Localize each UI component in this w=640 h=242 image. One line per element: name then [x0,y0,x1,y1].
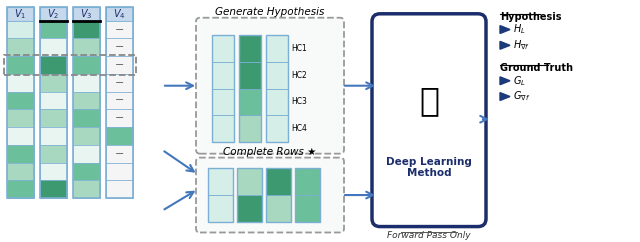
Text: HC2: HC2 [291,71,307,80]
Polygon shape [500,41,510,49]
Text: −: − [115,60,124,70]
Text: $V_1$: $V_1$ [14,7,27,21]
FancyBboxPatch shape [266,89,288,115]
FancyBboxPatch shape [106,145,133,163]
FancyBboxPatch shape [106,56,133,74]
FancyBboxPatch shape [40,92,67,109]
FancyBboxPatch shape [106,109,133,127]
FancyBboxPatch shape [106,180,133,198]
FancyBboxPatch shape [237,195,262,222]
FancyBboxPatch shape [73,38,100,56]
FancyBboxPatch shape [7,38,34,56]
FancyBboxPatch shape [106,21,133,38]
Polygon shape [500,93,510,100]
FancyBboxPatch shape [7,109,34,127]
FancyBboxPatch shape [266,62,288,89]
FancyBboxPatch shape [239,89,261,115]
FancyBboxPatch shape [106,7,133,21]
FancyBboxPatch shape [266,36,288,62]
Text: −: − [115,113,124,123]
FancyBboxPatch shape [73,145,100,163]
Text: 🌳: 🌳 [419,84,439,117]
FancyBboxPatch shape [7,74,34,92]
FancyBboxPatch shape [7,163,34,180]
Text: Ground Truth: Ground Truth [500,63,573,73]
Text: $H_{\nabla f}$: $H_{\nabla f}$ [513,39,530,52]
Text: Forward Pass Only: Forward Pass Only [387,232,471,241]
Text: Deep Learning
Method: Deep Learning Method [386,157,472,178]
Text: $V_3$: $V_3$ [80,7,93,21]
FancyBboxPatch shape [73,180,100,198]
FancyBboxPatch shape [73,74,100,92]
FancyBboxPatch shape [266,168,291,195]
FancyBboxPatch shape [40,56,67,74]
FancyBboxPatch shape [212,115,234,142]
FancyBboxPatch shape [73,92,100,109]
FancyBboxPatch shape [106,92,133,109]
FancyBboxPatch shape [40,7,67,21]
Text: −: − [115,149,124,159]
FancyBboxPatch shape [73,127,100,145]
FancyBboxPatch shape [7,92,34,109]
FancyBboxPatch shape [7,21,34,38]
Text: Complete Rows ★: Complete Rows ★ [223,147,317,157]
FancyBboxPatch shape [212,89,234,115]
FancyBboxPatch shape [73,7,100,21]
FancyBboxPatch shape [106,127,133,145]
Text: −: − [115,96,124,106]
Polygon shape [500,77,510,85]
FancyBboxPatch shape [295,195,320,222]
FancyBboxPatch shape [239,115,261,142]
FancyBboxPatch shape [196,158,344,233]
FancyBboxPatch shape [73,109,100,127]
Text: $G_L$: $G_L$ [513,74,526,88]
Text: HC1: HC1 [291,44,307,53]
FancyBboxPatch shape [7,127,34,145]
FancyBboxPatch shape [212,36,234,62]
FancyBboxPatch shape [208,168,233,195]
FancyBboxPatch shape [196,18,344,154]
FancyBboxPatch shape [208,195,233,222]
FancyBboxPatch shape [40,21,67,38]
Text: HC3: HC3 [291,98,307,106]
FancyBboxPatch shape [239,36,261,62]
FancyBboxPatch shape [295,168,320,195]
FancyBboxPatch shape [73,56,100,74]
Text: Hypothesis: Hypothesis [500,12,561,22]
FancyBboxPatch shape [40,180,67,198]
FancyBboxPatch shape [7,180,34,198]
Text: $V_2$: $V_2$ [47,7,60,21]
Text: HC4: HC4 [291,124,307,133]
FancyBboxPatch shape [239,62,261,89]
Text: $V_4$: $V_4$ [113,7,126,21]
FancyBboxPatch shape [7,145,34,163]
FancyBboxPatch shape [212,62,234,89]
FancyBboxPatch shape [266,195,291,222]
FancyBboxPatch shape [372,14,486,227]
FancyBboxPatch shape [40,163,67,180]
FancyBboxPatch shape [106,38,133,56]
Text: $G_{\nabla f}$: $G_{\nabla f}$ [513,90,531,103]
FancyBboxPatch shape [237,168,262,195]
Text: Generate Hypothesis: Generate Hypothesis [215,7,324,17]
FancyBboxPatch shape [73,163,100,180]
FancyBboxPatch shape [40,145,67,163]
FancyBboxPatch shape [40,109,67,127]
FancyBboxPatch shape [40,38,67,56]
FancyBboxPatch shape [106,163,133,180]
FancyBboxPatch shape [40,127,67,145]
Text: $H_L$: $H_L$ [513,23,525,37]
FancyBboxPatch shape [106,74,133,92]
FancyBboxPatch shape [7,56,34,74]
FancyBboxPatch shape [7,7,34,21]
Polygon shape [500,26,510,33]
FancyBboxPatch shape [40,74,67,92]
Text: −: − [115,24,124,35]
FancyBboxPatch shape [266,115,288,142]
FancyBboxPatch shape [73,21,100,38]
Text: −: − [115,78,124,88]
Text: −: − [115,42,124,52]
